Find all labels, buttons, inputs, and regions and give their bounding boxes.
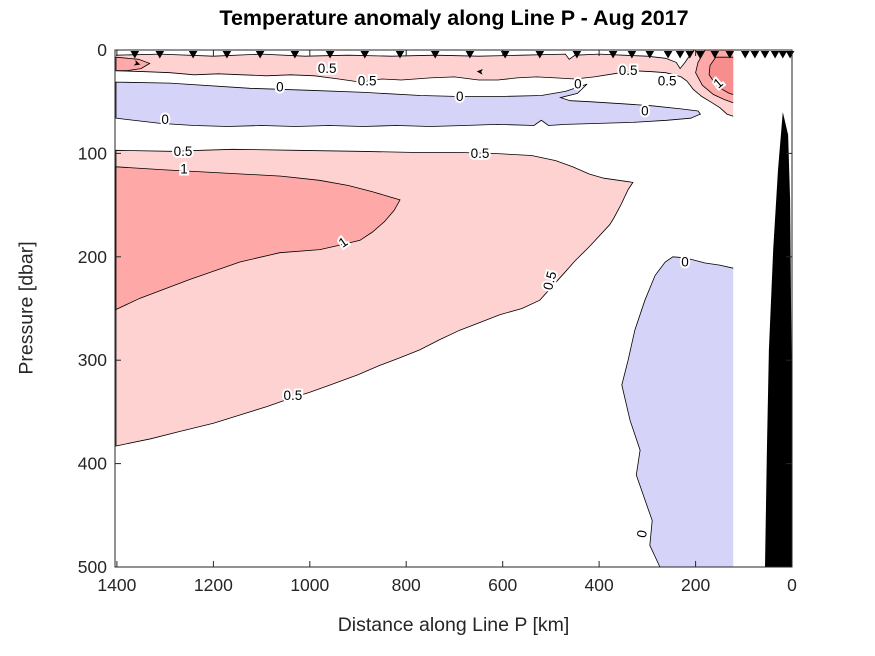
contour-label: 1 [180, 161, 188, 176]
axes-box [114, 49, 793, 568]
station-marker [290, 51, 300, 59]
region-deep-cool-pool [621, 256, 734, 567]
x-tick-label: 200 [681, 575, 710, 595]
chart-title: Temperature anomaly along Line P - Aug 2… [219, 6, 689, 30]
contour-label: 0 [456, 89, 464, 104]
station-marker [325, 51, 335, 59]
contour-line-surface-warm-band [115, 49, 695, 70]
x-tick-label: 0 [787, 575, 797, 595]
station-marker [535, 51, 545, 59]
contour-label: 0 [634, 529, 650, 539]
region-surface-warm-band [116, 50, 734, 117]
region-deep-warm-core [115, 166, 401, 311]
station-marker [465, 51, 475, 59]
station-marker [685, 51, 695, 59]
contour-label: 0.5 [174, 144, 193, 159]
y-tick-label: 300 [78, 350, 107, 370]
contour-label: 0 [641, 104, 649, 119]
station-marker [360, 51, 370, 59]
region-coastal-warm-core-inner [709, 57, 734, 95]
region-subsurface-cool-band [115, 81, 702, 127]
contour-label: 0.5 [658, 74, 677, 89]
contour-label: 0 [276, 80, 284, 95]
y-tick-label: 0 [97, 40, 107, 60]
station-marker [750, 51, 760, 59]
x-tick-label: 1400 [97, 575, 136, 595]
contour-label: 0.5 [619, 63, 638, 78]
station-marker [130, 51, 140, 59]
x-tick-label: 600 [488, 575, 517, 595]
station-marker [255, 51, 265, 59]
station-marker [725, 51, 735, 59]
station-marker [572, 51, 582, 59]
station-marker [740, 51, 750, 59]
contour-label: 0 [681, 255, 689, 270]
station-marker [770, 51, 780, 59]
contour-label: 0.5 [284, 388, 303, 403]
station-marker [188, 51, 198, 59]
contour-label: 0.5 [358, 74, 377, 89]
station-marker [430, 51, 440, 59]
station-marker [675, 51, 685, 59]
contour-label: 0 [161, 112, 169, 127]
contour-line-surface-warm-band [115, 70, 734, 117]
contour-label: 0.5 [471, 146, 490, 161]
station-marker [627, 51, 637, 59]
contour-label: 0.5 [318, 61, 337, 76]
station-marker [395, 51, 405, 59]
contour-line-deep-cool-pool [621, 256, 734, 568]
contour-arrow-glyph: ➤ [132, 58, 143, 70]
contour-line-coastal-warm-core [695, 49, 734, 104]
x-tick-label: 1200 [194, 575, 233, 595]
station-marker [760, 51, 770, 59]
station-marker [778, 51, 788, 59]
contour-label: 0.5 [540, 270, 559, 292]
station-marker [645, 51, 655, 59]
y-tick-label: 400 [78, 454, 107, 474]
contour-line-coastal-warm-core-inner [708, 56, 734, 95]
y-tick-label: 100 [78, 143, 107, 163]
station-marker [785, 51, 795, 59]
station-marker [608, 51, 618, 59]
station-marker [222, 51, 232, 59]
contour-arrow-glyph: ➤ [475, 66, 484, 77]
contour-label: 0 [574, 77, 582, 92]
x-tick-label: 400 [584, 575, 613, 595]
x-axis-label: Distance along Line P [km] [337, 614, 570, 636]
region-coastal-bathymetry-mask [765, 112, 792, 567]
station-marker [710, 51, 720, 59]
station-marker [155, 51, 165, 59]
y-tick-label: 500 [78, 557, 107, 577]
station-marker [663, 51, 673, 59]
region-surface-warm-core-left [115, 56, 151, 72]
y-tick-label: 200 [78, 247, 107, 267]
station-marker [695, 51, 705, 59]
x-tick-label: 1000 [290, 575, 329, 595]
x-tick-label: 800 [392, 575, 421, 595]
